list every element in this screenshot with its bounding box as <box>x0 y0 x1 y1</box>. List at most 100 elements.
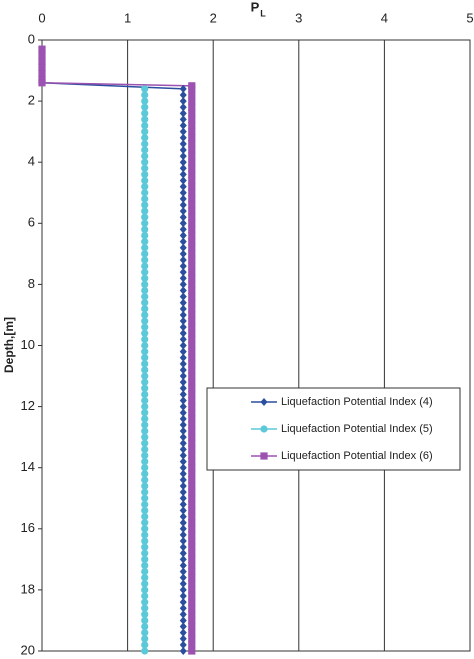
marker <box>141 262 149 270</box>
marker <box>179 549 187 558</box>
marker <box>188 537 196 545</box>
marker <box>179 139 187 148</box>
marker <box>141 372 149 380</box>
marker <box>188 128 196 136</box>
marker <box>141 286 149 295</box>
marker <box>188 140 196 148</box>
marker <box>188 555 196 563</box>
series-line <box>41 49 193 651</box>
marker <box>141 335 149 343</box>
marker <box>188 384 196 392</box>
marker <box>141 140 149 148</box>
marker <box>179 433 187 442</box>
marker <box>179 188 187 197</box>
marker <box>179 90 187 99</box>
marker <box>179 304 187 313</box>
marker <box>141 158 149 166</box>
marker <box>188 195 196 203</box>
marker <box>179 561 187 570</box>
marker <box>188 348 196 356</box>
marker <box>188 445 196 453</box>
marker <box>179 567 187 576</box>
marker <box>188 238 196 246</box>
marker <box>179 182 187 191</box>
x-tick-label: 0 <box>38 10 45 25</box>
x-axis-title: P <box>251 0 260 14</box>
marker <box>188 543 196 551</box>
marker <box>179 579 187 588</box>
marker <box>188 146 196 154</box>
marker <box>179 280 187 289</box>
marker <box>188 635 196 643</box>
marker <box>179 592 187 601</box>
marker <box>141 183 149 191</box>
marker <box>179 610 187 619</box>
marker <box>141 274 149 282</box>
marker <box>188 305 196 313</box>
marker <box>38 63 46 72</box>
marker <box>188 268 196 276</box>
marker <box>141 616 149 625</box>
marker <box>141 244 149 252</box>
marker <box>179 213 187 222</box>
x-tick-label: 4 <box>381 10 388 25</box>
marker <box>179 482 187 491</box>
marker <box>141 115 149 124</box>
marker <box>188 262 196 270</box>
marker <box>188 421 196 429</box>
marker <box>179 439 187 448</box>
marker <box>141 574 149 582</box>
marker <box>188 183 196 191</box>
marker <box>179 647 187 655</box>
marker <box>188 85 196 93</box>
marker <box>141 207 149 215</box>
marker <box>179 640 187 649</box>
marker <box>260 398 268 406</box>
marker <box>141 195 149 203</box>
marker <box>179 115 187 124</box>
marker <box>188 152 196 160</box>
marker <box>188 574 196 582</box>
marker <box>179 506 187 515</box>
marker <box>188 396 196 405</box>
marker <box>179 317 187 326</box>
marker <box>188 280 196 288</box>
marker <box>141 567 149 576</box>
marker <box>188 470 196 478</box>
marker <box>141 231 149 240</box>
marker <box>141 592 149 600</box>
marker <box>141 201 149 209</box>
marker <box>179 274 187 283</box>
marker <box>141 482 149 490</box>
marker <box>141 103 149 111</box>
marker <box>188 256 196 264</box>
marker <box>141 280 149 288</box>
marker <box>188 439 196 447</box>
marker <box>188 457 196 466</box>
marker <box>141 360 149 368</box>
y-tick-label: 18 <box>21 581 35 596</box>
series-line <box>41 49 184 651</box>
marker <box>179 268 187 277</box>
marker <box>141 164 149 172</box>
marker <box>179 97 187 106</box>
legend-label: Liquefaction Potential Index (4) <box>281 396 433 408</box>
marker <box>179 103 187 112</box>
marker <box>188 323 196 331</box>
marker <box>179 219 187 228</box>
y-tick-label: 14 <box>21 459 35 474</box>
marker <box>188 506 196 515</box>
marker <box>179 329 187 338</box>
marker <box>188 231 196 240</box>
marker <box>188 293 196 301</box>
marker <box>179 231 187 240</box>
marker <box>141 500 149 508</box>
marker <box>260 425 268 433</box>
marker <box>141 329 149 337</box>
marker <box>188 622 196 631</box>
marker <box>179 451 187 460</box>
marker <box>188 366 196 374</box>
marker <box>141 384 149 392</box>
marker <box>179 604 187 613</box>
marker <box>188 561 196 570</box>
